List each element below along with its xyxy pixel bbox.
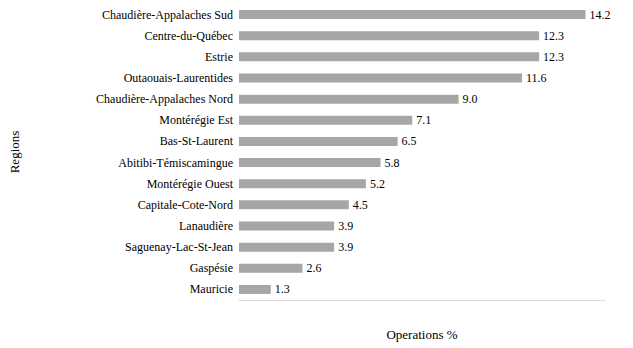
- svg-text:7.1: 7.1: [416, 113, 431, 127]
- svg-text:3.9: 3.9: [338, 240, 353, 254]
- svg-text:Outaouais-Laurentides: Outaouais-Laurentides: [124, 71, 234, 85]
- svg-text:Lanaudière: Lanaudière: [179, 219, 233, 233]
- svg-text:9.0: 9.0: [463, 92, 478, 106]
- svg-text:Montérégie Ouest: Montérégie Ouest: [147, 177, 234, 191]
- svg-text:4.5: 4.5: [353, 198, 368, 212]
- svg-text:1.3: 1.3: [275, 282, 290, 296]
- svg-text:Montérégie Est: Montérégie Est: [159, 113, 233, 127]
- svg-text:Mauricie: Mauricie: [190, 282, 233, 296]
- svg-text:Regions: Regions: [7, 131, 22, 174]
- svg-text:Operations %: Operations %: [386, 327, 457, 342]
- svg-text:5.2: 5.2: [370, 177, 385, 191]
- svg-text:Centre-du-Québec: Centre-du-Québec: [144, 29, 233, 43]
- svg-text:Chaudière-Appalaches Sud: Chaudière-Appalaches Sud: [102, 8, 233, 22]
- svg-text:3.9: 3.9: [338, 219, 353, 233]
- svg-text:Chaudière-Appalaches Nord: Chaudière-Appalaches Nord: [96, 92, 233, 106]
- svg-text:Saguenay-Lac-St-Jean: Saguenay-Lac-St-Jean: [125, 240, 233, 254]
- svg-text:12.3: 12.3: [543, 50, 564, 64]
- svg-text:5.8: 5.8: [385, 156, 400, 170]
- svg-text:Abitibi-Témiscamingue: Abitibi-Témiscamingue: [118, 156, 233, 170]
- svg-text:Bas-St-Laurent: Bas-St-Laurent: [160, 134, 234, 148]
- svg-text:Capitale-Cote-Nord: Capitale-Cote-Nord: [138, 198, 233, 212]
- svg-text:14.2: 14.2: [589, 8, 610, 22]
- svg-text:2.6: 2.6: [306, 261, 321, 275]
- svg-text:6.5: 6.5: [402, 134, 417, 148]
- svg-text:Estrie: Estrie: [205, 50, 233, 64]
- svg-text:Gaspésie: Gaspésie: [190, 261, 233, 275]
- svg-text:11.6: 11.6: [526, 71, 547, 85]
- svg-text:12.3: 12.3: [543, 29, 564, 43]
